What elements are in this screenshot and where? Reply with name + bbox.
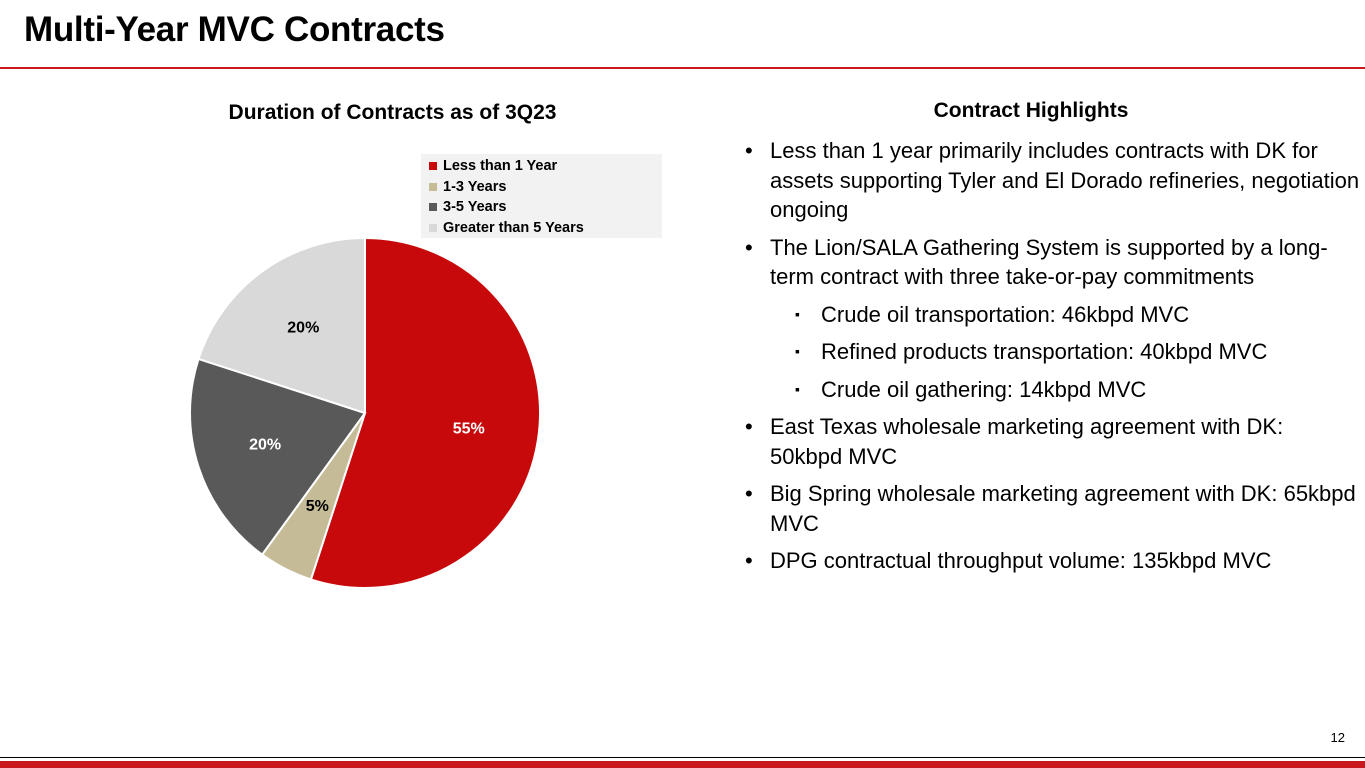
legend-swatch [429, 162, 437, 170]
pie-data-label: 55% [453, 421, 485, 438]
highlight-bullet: • DPG contractual throughput volume: 135… [745, 546, 1360, 576]
bullet-marker: • [745, 138, 753, 163]
legend-swatch [429, 203, 437, 211]
highlights-title: Contract Highlights [933, 99, 1129, 122]
chart-legend: Less than 1 Year 1-3 Years 3-5 Years Gre… [421, 154, 662, 238]
highlight-text: East Texas wholesale marketing agreement… [770, 414, 1284, 469]
pie-data-label: 20% [287, 319, 319, 336]
pie-slice-3-5-years [189, 357, 367, 556]
footer-divider [0, 757, 1365, 758]
legend-label: Greater than 5 Years [443, 220, 584, 236]
bullet-marker: • [745, 234, 753, 260]
highlight-text: Refined products transportation: 40kbpd … [821, 339, 1268, 364]
highlight-bullet: • The Lion/SALA Gathering System is supp… [745, 233, 1360, 292]
highlight-sub-bullet: ▪ Crude oil gathering: 14kbpd MVC [745, 375, 1360, 405]
highlight-bullet: • Less than 1 year primarily includes co… [745, 136, 1360, 225]
highlight-text: Crude oil gathering: 14kbpd MVC [821, 376, 1147, 402]
pie-data-label: 20% [249, 437, 281, 454]
highlights-list: • Less than 1 year primarily includes co… [745, 136, 1360, 584]
sub-bullet-marker: ▪ [795, 343, 800, 359]
chart-title: Duration of Contracts as of 3Q23 [228, 101, 557, 124]
legend-label: 1-3 Years [443, 179, 507, 195]
slide-title: Multi-Year MVC Contracts [24, 10, 445, 49]
page-number: 12 [1330, 730, 1345, 745]
legend-item-less-than-1-year: Less than 1 Year [429, 156, 557, 176]
highlight-bullet: • East Texas wholesale marketing agreeme… [745, 412, 1360, 471]
highlight-bullet: • Big Spring wholesale marketing agreeme… [745, 479, 1360, 538]
bullet-marker: • [745, 414, 753, 439]
legend-label: Less than 1 Year [443, 158, 558, 174]
legend-item-greater-than-5-years: Greater than 5 Years [429, 218, 584, 238]
sub-bullet-marker: ▪ [795, 305, 800, 322]
pie-slice-less-than-1-year [309, 236, 541, 589]
highlight-sub-bullet: ▪ Refined products transportation: 40kbp… [745, 337, 1360, 367]
highlight-text: The Lion/SALA Gathering System is suppor… [770, 234, 1328, 290]
pie-data-label: 5% [306, 498, 329, 515]
legend-item-1-3-years: 1-3 Years [429, 177, 506, 197]
pie-slice-greater-than-5-years [197, 236, 366, 415]
legend-swatch [429, 183, 437, 191]
sub-bullet-marker: ▪ [795, 380, 800, 397]
legend-label: 3-5 Years [443, 199, 507, 215]
legend-swatch [429, 224, 437, 232]
highlight-text: Less than 1 year primarily includes cont… [770, 138, 1360, 222]
highlight-text: Crude oil transportation: 46kbpd MVC [821, 301, 1190, 327]
legend-item-3-5-years: 3-5 Years [429, 197, 506, 217]
highlight-sub-bullet: ▪ Crude oil transportation: 46kbpd MVC [745, 300, 1360, 330]
bullet-marker: • [745, 548, 753, 573]
footer-accent-bar [0, 761, 1365, 768]
highlight-text: Big Spring wholesale marketing agreement… [770, 481, 1356, 536]
highlight-text: DPG contractual throughput volume: 135kb… [770, 548, 1272, 573]
bullet-marker: • [745, 481, 753, 506]
title-divider [0, 67, 1365, 69]
